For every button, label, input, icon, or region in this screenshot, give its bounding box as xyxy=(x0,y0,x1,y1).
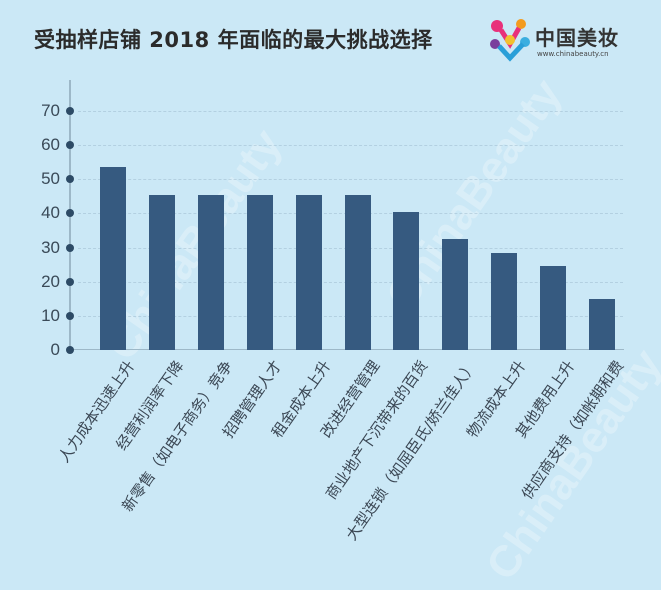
y-tick-label: 70 xyxy=(41,101,60,121)
gridline xyxy=(78,111,623,113)
logo-name: 中国美妆 xyxy=(535,26,619,50)
bar xyxy=(246,194,273,350)
y-tick-label: 60 xyxy=(41,135,60,155)
chart-title: 受抽样店铺 2018 年面临的最大挑战选择 xyxy=(34,28,433,52)
bar xyxy=(491,252,518,350)
y-tick-dot xyxy=(66,243,74,252)
y-tick-label: 10 xyxy=(41,305,60,325)
bar xyxy=(442,239,469,350)
bar xyxy=(100,167,126,350)
brand-logo: 中国美妆 www.chinabeauty.cn xyxy=(487,14,657,66)
y-tick-label: 50 xyxy=(41,169,60,189)
bar xyxy=(540,266,567,350)
y-tick-label: 20 xyxy=(41,271,60,291)
y-tick-dot xyxy=(66,209,74,218)
bar xyxy=(148,194,175,350)
y-tick-dot xyxy=(66,107,74,116)
y-tick-label: 0 xyxy=(50,340,60,359)
y-tick-label: 40 xyxy=(41,203,60,223)
bar xyxy=(589,298,615,350)
bar xyxy=(197,194,224,350)
chinabeauty-logo-icon xyxy=(490,19,530,62)
logo-url: www.chinabeauty.cn xyxy=(537,50,609,58)
bar xyxy=(344,194,371,350)
gridline xyxy=(78,179,623,181)
y-tick-dot xyxy=(66,141,74,150)
y-tick-dot xyxy=(66,311,74,320)
y-tick-dot xyxy=(66,175,74,184)
y-tick-dot xyxy=(66,346,74,354)
gridline xyxy=(78,145,623,147)
y-tick-label: 30 xyxy=(41,237,60,257)
y-tick-dot xyxy=(66,277,74,286)
bar xyxy=(393,211,420,350)
bar xyxy=(295,194,322,350)
